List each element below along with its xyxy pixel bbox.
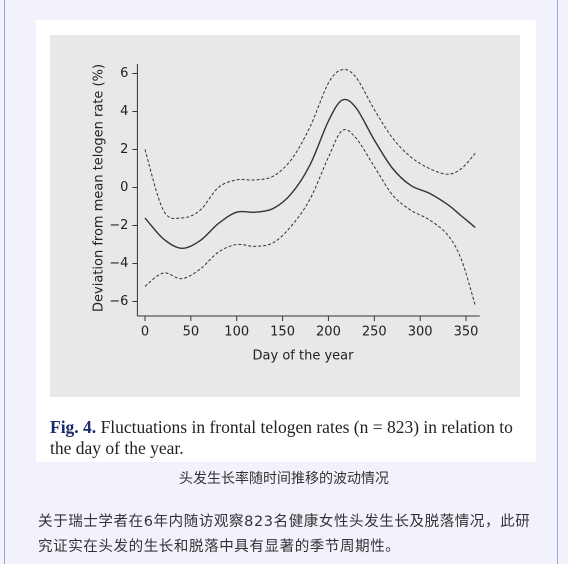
x-tick-label: 300 <box>408 325 433 340</box>
border <box>4 0 5 564</box>
paragraph: 关于瑞士学者在6年内随访观察823名健康女性头发生长及脱落情况，此研究证实在头发… <box>38 514 531 555</box>
y-tick-label: −6 <box>109 294 128 309</box>
x-axis-label: Day of the year <box>253 349 355 364</box>
x-tick-label: 100 <box>224 325 249 340</box>
confidence-line <box>144 68 476 220</box>
y-tick-label: −4 <box>109 256 128 271</box>
figure-text: Fluctuations in frontal telogen rates (n… <box>50 417 513 458</box>
x-tick-label: 50 <box>183 325 200 340</box>
figure-caption: Fig. 4. Fluctuations in frontal telogen … <box>50 417 530 459</box>
figure-label: Fig. 4. <box>50 417 97 437</box>
x-tick-label: 0 <box>141 325 149 340</box>
x-tick-label: 150 <box>270 325 295 340</box>
x-tick-label: 350 <box>454 325 479 340</box>
border <box>557 0 558 564</box>
y-tick-label: −2 <box>109 218 128 233</box>
plot-background <box>50 35 520 397</box>
y-tick-label: 6 <box>120 66 128 81</box>
y-axis-label: Deviation from mean telogen rate (%) <box>92 64 107 312</box>
x-tick-label: 200 <box>316 325 341 340</box>
confidence-line <box>144 129 476 306</box>
y-tick-label: 0 <box>120 180 128 195</box>
y-tick-label: 4 <box>120 104 128 119</box>
mean-line <box>144 98 476 250</box>
image-caption: 头发生长率随时间推移的波动情况 <box>179 471 389 487</box>
x-tick-label: 250 <box>362 325 387 340</box>
y-tick-label: 2 <box>120 142 128 157</box>
